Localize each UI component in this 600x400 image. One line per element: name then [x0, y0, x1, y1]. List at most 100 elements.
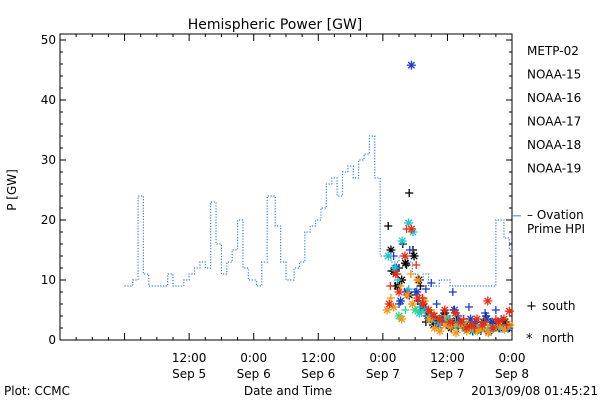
legend-south-label: south: [542, 299, 576, 313]
legend-series-label: NOAA-18: [527, 138, 581, 152]
north-star-stroke: [457, 318, 465, 326]
north-star-stroke: [409, 228, 417, 236]
north-star-marker: [418, 299, 428, 309]
legend-south-symbol: +: [526, 299, 537, 314]
north-star-marker: [451, 328, 461, 338]
north-star-stroke: [500, 315, 508, 323]
x-tick-time-label: 12:00: [172, 351, 207, 365]
north-star-stroke: [450, 306, 459, 314]
north-star-stroke: [496, 324, 504, 332]
ovation-hpi-step-line: [124, 135, 513, 287]
north-star-stroke: [413, 288, 421, 296]
south-plus-marker: [417, 309, 426, 317]
legend-series-label: METP-02: [527, 44, 579, 58]
north-star-marker: [391, 269, 401, 279]
x-tick-date-label: Sep 6: [301, 367, 335, 381]
south-plus-marker: [464, 303, 473, 311]
y-tick-label: 40: [41, 93, 56, 107]
north-star-stroke: [424, 306, 433, 314]
north-star-stroke: [419, 300, 427, 308]
y-tick-label: 0: [48, 333, 56, 347]
north-star-marker: [451, 308, 460, 318]
south-plus-marker: [401, 306, 410, 314]
legend-series-label: NOAA-16: [527, 91, 581, 105]
north-star-stroke: [473, 327, 482, 335]
south-plus-marker: [432, 300, 441, 308]
satellite-markers: [382, 60, 515, 338]
north-star-marker: [406, 224, 416, 234]
x-tick-time-label: 12:00: [430, 351, 465, 365]
north-star-stroke: [398, 315, 406, 323]
north-star-marker: [504, 306, 514, 316]
north-star-marker: [424, 305, 434, 315]
north-star-marker: [383, 251, 393, 261]
x-tick-date-label: Sep 8: [495, 367, 529, 381]
north-star-marker: [402, 290, 412, 300]
north-star-marker: [384, 299, 394, 309]
north-star-marker: [407, 299, 417, 309]
north-star-marker: [408, 227, 418, 237]
x-axis-label: Date and Time: [244, 384, 332, 398]
y-axis-label: P [GW]: [5, 169, 19, 211]
south-plus-marker: [481, 309, 490, 317]
north-star-stroke: [494, 318, 503, 326]
north-star-marker: [467, 320, 477, 330]
north-star-stroke: [401, 252, 409, 260]
north-star-stroke: [389, 303, 398, 311]
north-star-marker: [499, 314, 509, 324]
legend-north-label: north: [542, 331, 574, 345]
north-star-marker: [394, 287, 404, 297]
north-star-stroke: [473, 315, 481, 323]
north-star-stroke: [401, 259, 410, 267]
x-tick-time-label: 0:00: [369, 351, 396, 365]
north-star-stroke: [408, 300, 417, 308]
north-star-marker: [445, 317, 455, 327]
north-star-marker: [494, 317, 504, 327]
north-star-marker: [435, 326, 445, 336]
legend-series-label: NOAA-17: [527, 115, 581, 129]
south-plus-marker: [421, 285, 430, 293]
legend-ovation-label-line2: Prime HPI: [527, 222, 585, 236]
north-star-stroke: [505, 307, 513, 315]
north-star-marker: [397, 236, 407, 246]
north-star-marker: [397, 314, 407, 324]
north-star-marker: [409, 251, 419, 261]
y-tick-label: 30: [41, 153, 56, 167]
north-star-stroke: [430, 324, 439, 332]
north-star-marker: [406, 60, 416, 70]
north-star-stroke: [407, 61, 416, 69]
north-star-stroke: [403, 291, 411, 299]
plot-timestamp: 2013/09/08 01:45:21: [471, 384, 598, 398]
north-star-stroke: [430, 312, 438, 320]
south-plus-marker: [384, 222, 393, 230]
south-plus-marker: [412, 261, 421, 269]
plot-frame: [59, 33, 513, 341]
north-star-stroke: [396, 297, 405, 305]
x-axis-ticks: 12:00 Sep 5 0:00 Sep 6 12:00 Sep 6 0:00 Sep 7 12…: [75, 34, 529, 381]
north-star-stroke: [407, 225, 416, 233]
x-tick-time-label: 0:00: [499, 351, 526, 365]
legend-series-label: NOAA-19: [527, 162, 581, 176]
north-star-marker: [413, 293, 423, 303]
north-star-stroke: [462, 324, 470, 332]
north-star-stroke: [410, 252, 418, 260]
north-star-marker: [483, 296, 493, 306]
north-star-stroke: [385, 300, 393, 308]
north-star-stroke: [451, 309, 460, 317]
south-plus-marker: [386, 282, 395, 290]
south-plus-marker: [448, 288, 457, 296]
north-star-marker: [477, 320, 487, 330]
y-axis-ticks: 0 10 20 30 40 50: [41, 33, 512, 347]
legend-north-symbol: *: [526, 332, 533, 347]
north-star-stroke: [484, 297, 492, 305]
north-star-stroke: [468, 321, 476, 329]
north-star-marker: [412, 287, 422, 297]
north-star-stroke: [466, 315, 475, 323]
north-star-stroke: [446, 318, 454, 326]
x-tick-time-label: 12:00: [301, 351, 336, 365]
north-star-stroke: [452, 329, 460, 337]
legend-series-label: NOAA-15: [527, 68, 581, 82]
x-tick-date-label: Sep 7: [430, 367, 464, 381]
north-star-stroke: [391, 264, 399, 272]
